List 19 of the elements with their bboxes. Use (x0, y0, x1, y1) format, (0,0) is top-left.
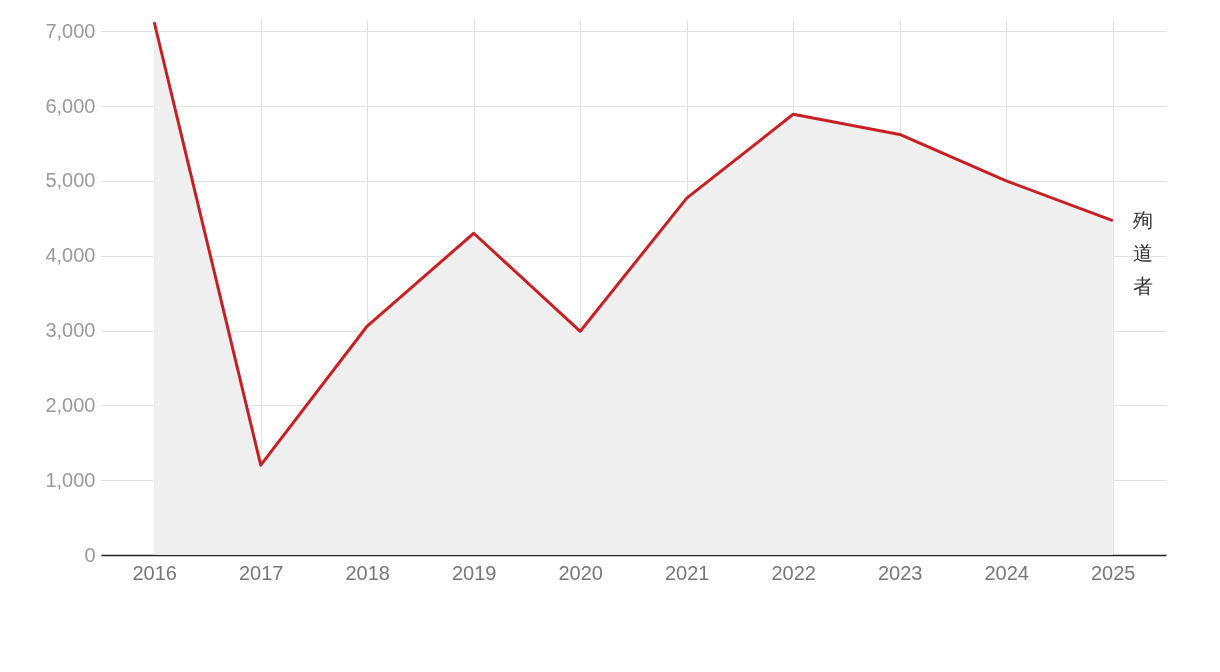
x-tick-label: 2021 (665, 561, 710, 584)
x-tick-label: 2020 (558, 561, 603, 584)
y-tick-label: 0 (84, 543, 96, 566)
y-tick-label: 3,000 (45, 319, 96, 342)
x-tick-label: 2019 (452, 561, 497, 584)
x-tick-label: 2022 (771, 561, 816, 584)
x-tick-label: 2023 (878, 561, 923, 584)
y-tick-label: 6,000 (45, 94, 96, 117)
y-tick-label: 5,000 (45, 169, 96, 192)
y-tick-label: 2,000 (45, 393, 96, 416)
y-tick-label: 7,000 (45, 19, 96, 42)
series-label: 殉道者 (1132, 207, 1153, 298)
y-tick-label: 4,000 (45, 244, 96, 267)
y-tick-label: 1,000 (45, 468, 96, 491)
x-tick-label: 2017 (239, 561, 284, 584)
x-tick-label: 2016 (132, 561, 177, 584)
x-tick-label: 2024 (984, 561, 1029, 584)
x-tick-label: 2025 (1091, 561, 1136, 584)
x-tick-label: 2018 (345, 561, 390, 584)
